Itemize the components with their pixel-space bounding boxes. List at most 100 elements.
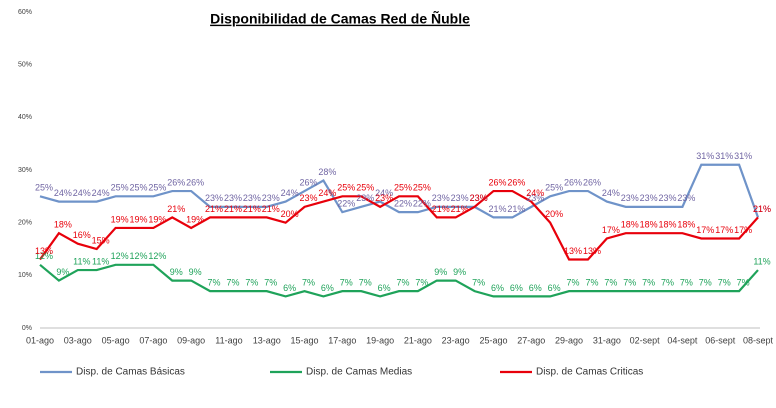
data-label: 25% [545,183,563,193]
data-label: 6% [548,283,561,293]
data-label: 22% [394,199,412,209]
y-tick-label: 60% [18,9,32,16]
data-label: 22% [337,199,355,209]
data-label: 7% [302,278,315,288]
x-tick-label: 15-ago [291,335,319,345]
data-label: 11% [92,256,109,266]
x-tick-label: 31-ago [593,335,621,345]
y-tick-label: 10% [18,272,32,279]
data-label: 9% [434,267,447,277]
x-tick-label: 02-sept [630,335,661,345]
data-label: 31% [715,151,733,161]
data-label: 28% [318,167,336,177]
data-label: 21% [753,204,771,214]
data-label: 7% [567,278,580,288]
data-label: 7% [585,278,598,288]
data-label: 25% [111,183,129,193]
data-label: 26% [564,177,582,187]
data-label: 23% [432,193,450,203]
data-label: 6% [283,283,296,293]
data-label: 7% [680,278,693,288]
data-label: 25% [129,183,147,193]
legend-label: Disp. de Camas Medias [306,367,412,378]
x-tick-label: 07-ago [139,335,167,345]
data-label: 23% [356,193,374,203]
data-label: 6% [529,283,542,293]
x-tick-label: 01-ago [26,335,54,345]
x-tick-label: 05-ago [102,335,130,345]
data-label: 9% [453,267,466,277]
data-label: 6% [491,283,504,293]
data-label: 26% [583,177,601,187]
data-label: 26% [507,177,525,187]
legend-label: Disp. de Camas Criticas [536,367,643,378]
x-tick-label: 25-ago [479,335,507,345]
series-line [39,263,759,298]
data-label: 9% [170,267,183,277]
x-tick-label: 21-ago [404,335,432,345]
data-label: 18% [621,220,639,230]
data-label: 17% [696,225,714,235]
data-label: 26% [300,177,318,187]
y-tick-label: 20% [18,220,32,227]
data-label: 6% [321,283,334,293]
data-label: 24% [526,188,544,198]
data-label: 16% [73,230,91,240]
data-label: 23% [451,193,469,203]
data-label: 7% [718,278,731,288]
data-label: 7% [264,278,277,288]
data-label: 23% [640,193,658,203]
x-tick-label: 06-sept [705,335,736,345]
data-label: 21% [432,204,450,214]
data-label: 24% [73,188,91,198]
data-label: 23% [470,193,488,203]
x-tick-label: 09-ago [177,335,205,345]
data-label: 15% [92,235,110,245]
series-line [39,189,759,261]
data-label: 7% [359,278,372,288]
data-label: 24% [602,188,620,198]
data-label: 7% [245,278,258,288]
x-tick-label: 11-ago [215,335,242,345]
y-tick-label: 30% [18,167,32,174]
data-label: 25% [356,183,374,193]
data-label: 18% [677,220,695,230]
x-tick-label: 19-ago [366,335,394,345]
data-label: 23% [470,193,488,203]
data-label: 6% [510,283,523,293]
data-label: 23% [262,193,280,203]
x-tick-label: 27-ago [517,335,545,345]
data-label: 17% [734,225,752,235]
data-label: 6% [378,283,391,293]
data-label: 26% [167,177,185,187]
data-label: 23% [205,193,223,203]
data-label: 9% [189,267,202,277]
data-label: 18% [659,220,677,230]
data-label: 23% [224,193,242,203]
data-label: 31% [696,151,714,161]
data-label: 20% [545,209,563,219]
data-label: 7% [226,278,239,288]
data-label: 21% [224,204,242,214]
data-label: 7% [604,278,617,288]
data-label: 20% [281,209,299,219]
y-tick-label: 50% [18,62,32,69]
data-label: 31% [734,151,752,161]
data-label: 9% [56,267,69,277]
data-label: 7% [208,278,221,288]
data-label: 18% [640,220,658,230]
data-label: 7% [661,278,674,288]
x-tick-label: 03-ago [64,335,92,345]
data-label: 13% [35,246,53,256]
data-label: 21% [243,204,261,214]
x-tick-label: 23-ago [442,335,470,345]
data-label: 12% [129,251,147,261]
data-label: 7% [699,278,712,288]
data-label: 19% [129,214,147,224]
data-label: 22% [413,199,431,209]
data-label: 21% [753,204,771,214]
y-tick-label: 0% [22,325,32,332]
x-tick-label: 08-sept [743,335,774,345]
data-label: 19% [148,214,166,224]
